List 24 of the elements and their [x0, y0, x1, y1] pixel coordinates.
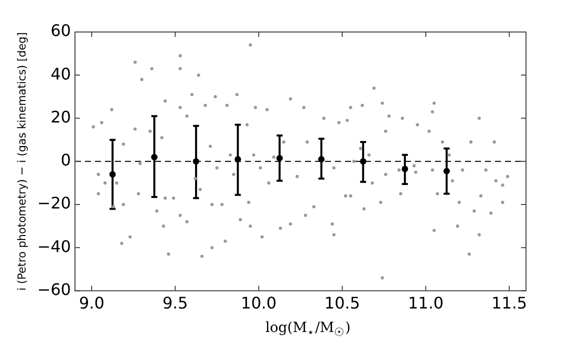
x-tick-label: 10.5	[324, 294, 360, 313]
y-tick-label: −40	[37, 236, 71, 256]
y-tick-label: 0	[60, 150, 71, 170]
point	[360, 158, 366, 165]
point	[402, 166, 408, 172]
x-tick-label: 11.5	[491, 294, 528, 313]
y-axis-title: i (Petro photometry) − i (gas kinematics) [deg]	[15, 32, 28, 291]
point	[443, 168, 450, 174]
x-tick-label: 9.0	[78, 294, 104, 313]
point	[234, 156, 242, 162]
point	[109, 171, 116, 178]
point	[151, 154, 158, 160]
x-tick-label: 10.0	[240, 294, 277, 313]
y-tick-label: 20	[50, 107, 71, 126]
y-tick-label: 60	[50, 21, 71, 40]
x-tick-label: 11.0	[408, 294, 444, 313]
point	[276, 154, 283, 162]
x-axis-title: log(M$_{⋆}$/M$_{☉}$)	[264, 320, 352, 339]
y-tick-label: 40	[50, 64, 71, 84]
x-tick-label: 9.5	[162, 294, 188, 313]
point	[318, 156, 325, 162]
point	[192, 158, 200, 165]
y-tick-label: −60	[37, 280, 71, 299]
y-tick-label: −20	[37, 194, 71, 213]
